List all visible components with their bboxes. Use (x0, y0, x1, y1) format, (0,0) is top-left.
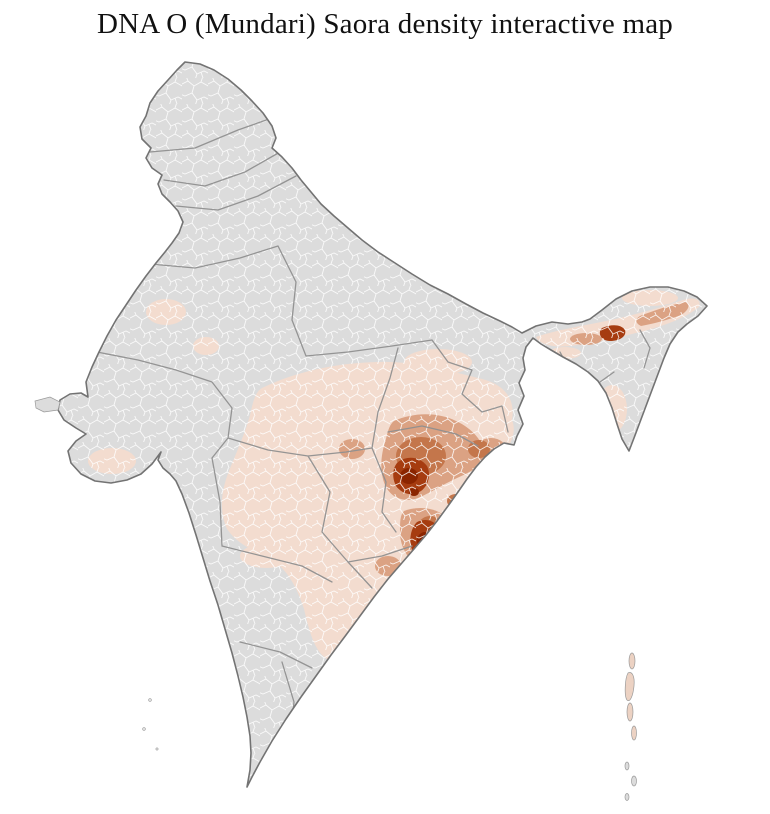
nicobar-island[interactable] (631, 775, 637, 787)
lakshadweep-dot[interactable] (142, 727, 146, 731)
andaman-island[interactable] (626, 702, 634, 722)
nicobar-islands[interactable] (624, 761, 637, 801)
lakshadweep-islands[interactable] (142, 698, 159, 751)
density-regions[interactable] (0, 50, 770, 814)
district-grid-overlay (58, 62, 707, 787)
nicobar-island[interactable] (624, 793, 630, 801)
andaman-island[interactable] (628, 652, 636, 670)
kutch-west-islet[interactable] (34, 396, 61, 413)
lakshadweep-dot[interactable] (148, 698, 152, 702)
lakshadweep-dot[interactable] (155, 747, 159, 751)
map-title: DNA O (Mundari) Saora density interactiv… (97, 8, 673, 40)
andaman-islands[interactable] (624, 652, 637, 741)
andaman-island[interactable] (631, 725, 637, 741)
excluded-district-kolkata[interactable] (516, 446, 552, 474)
nicobar-island[interactable] (624, 761, 630, 771)
india-outline (57, 61, 708, 788)
andaman-island[interactable] (624, 672, 635, 702)
